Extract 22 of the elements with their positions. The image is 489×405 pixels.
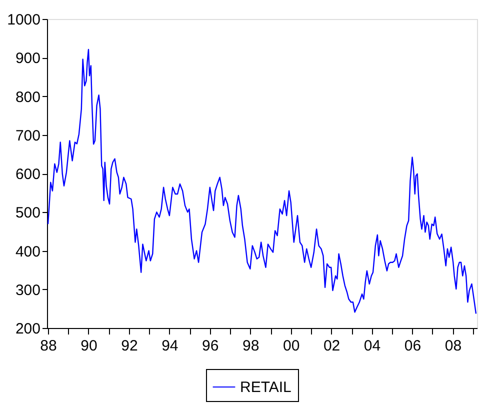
x-tick-label: 94	[162, 338, 178, 354]
x-tick-label: 00	[282, 338, 300, 354]
y-tick-label: 300	[15, 282, 40, 299]
x-tick-label: 06	[404, 338, 422, 354]
x-tick-label: 08	[444, 338, 462, 354]
y-tick-label: 800	[15, 88, 40, 106]
y-tick-label: 500	[15, 204, 40, 222]
line-series	[47, 48, 477, 314]
y-tick-label: 200	[15, 320, 40, 338]
legend-label: RETAIL	[240, 379, 292, 396]
y-tick-label: 700	[15, 127, 40, 144]
x-tick-label: 92	[121, 338, 138, 354]
y-tick-label: 900	[15, 50, 40, 68]
y-tick-label: 400	[15, 243, 40, 260]
x-tick-label: 98	[242, 338, 260, 354]
x-tick-label: 90	[80, 338, 98, 354]
x-tick-label: 96	[202, 338, 219, 354]
x-tick-label: 88	[40, 338, 57, 354]
y-tick-label: 600	[15, 166, 40, 183]
y-tick-label: 1000	[7, 12, 40, 28]
x-tick-label: 02	[323, 338, 340, 354]
x-tick-label: 04	[364, 338, 381, 354]
